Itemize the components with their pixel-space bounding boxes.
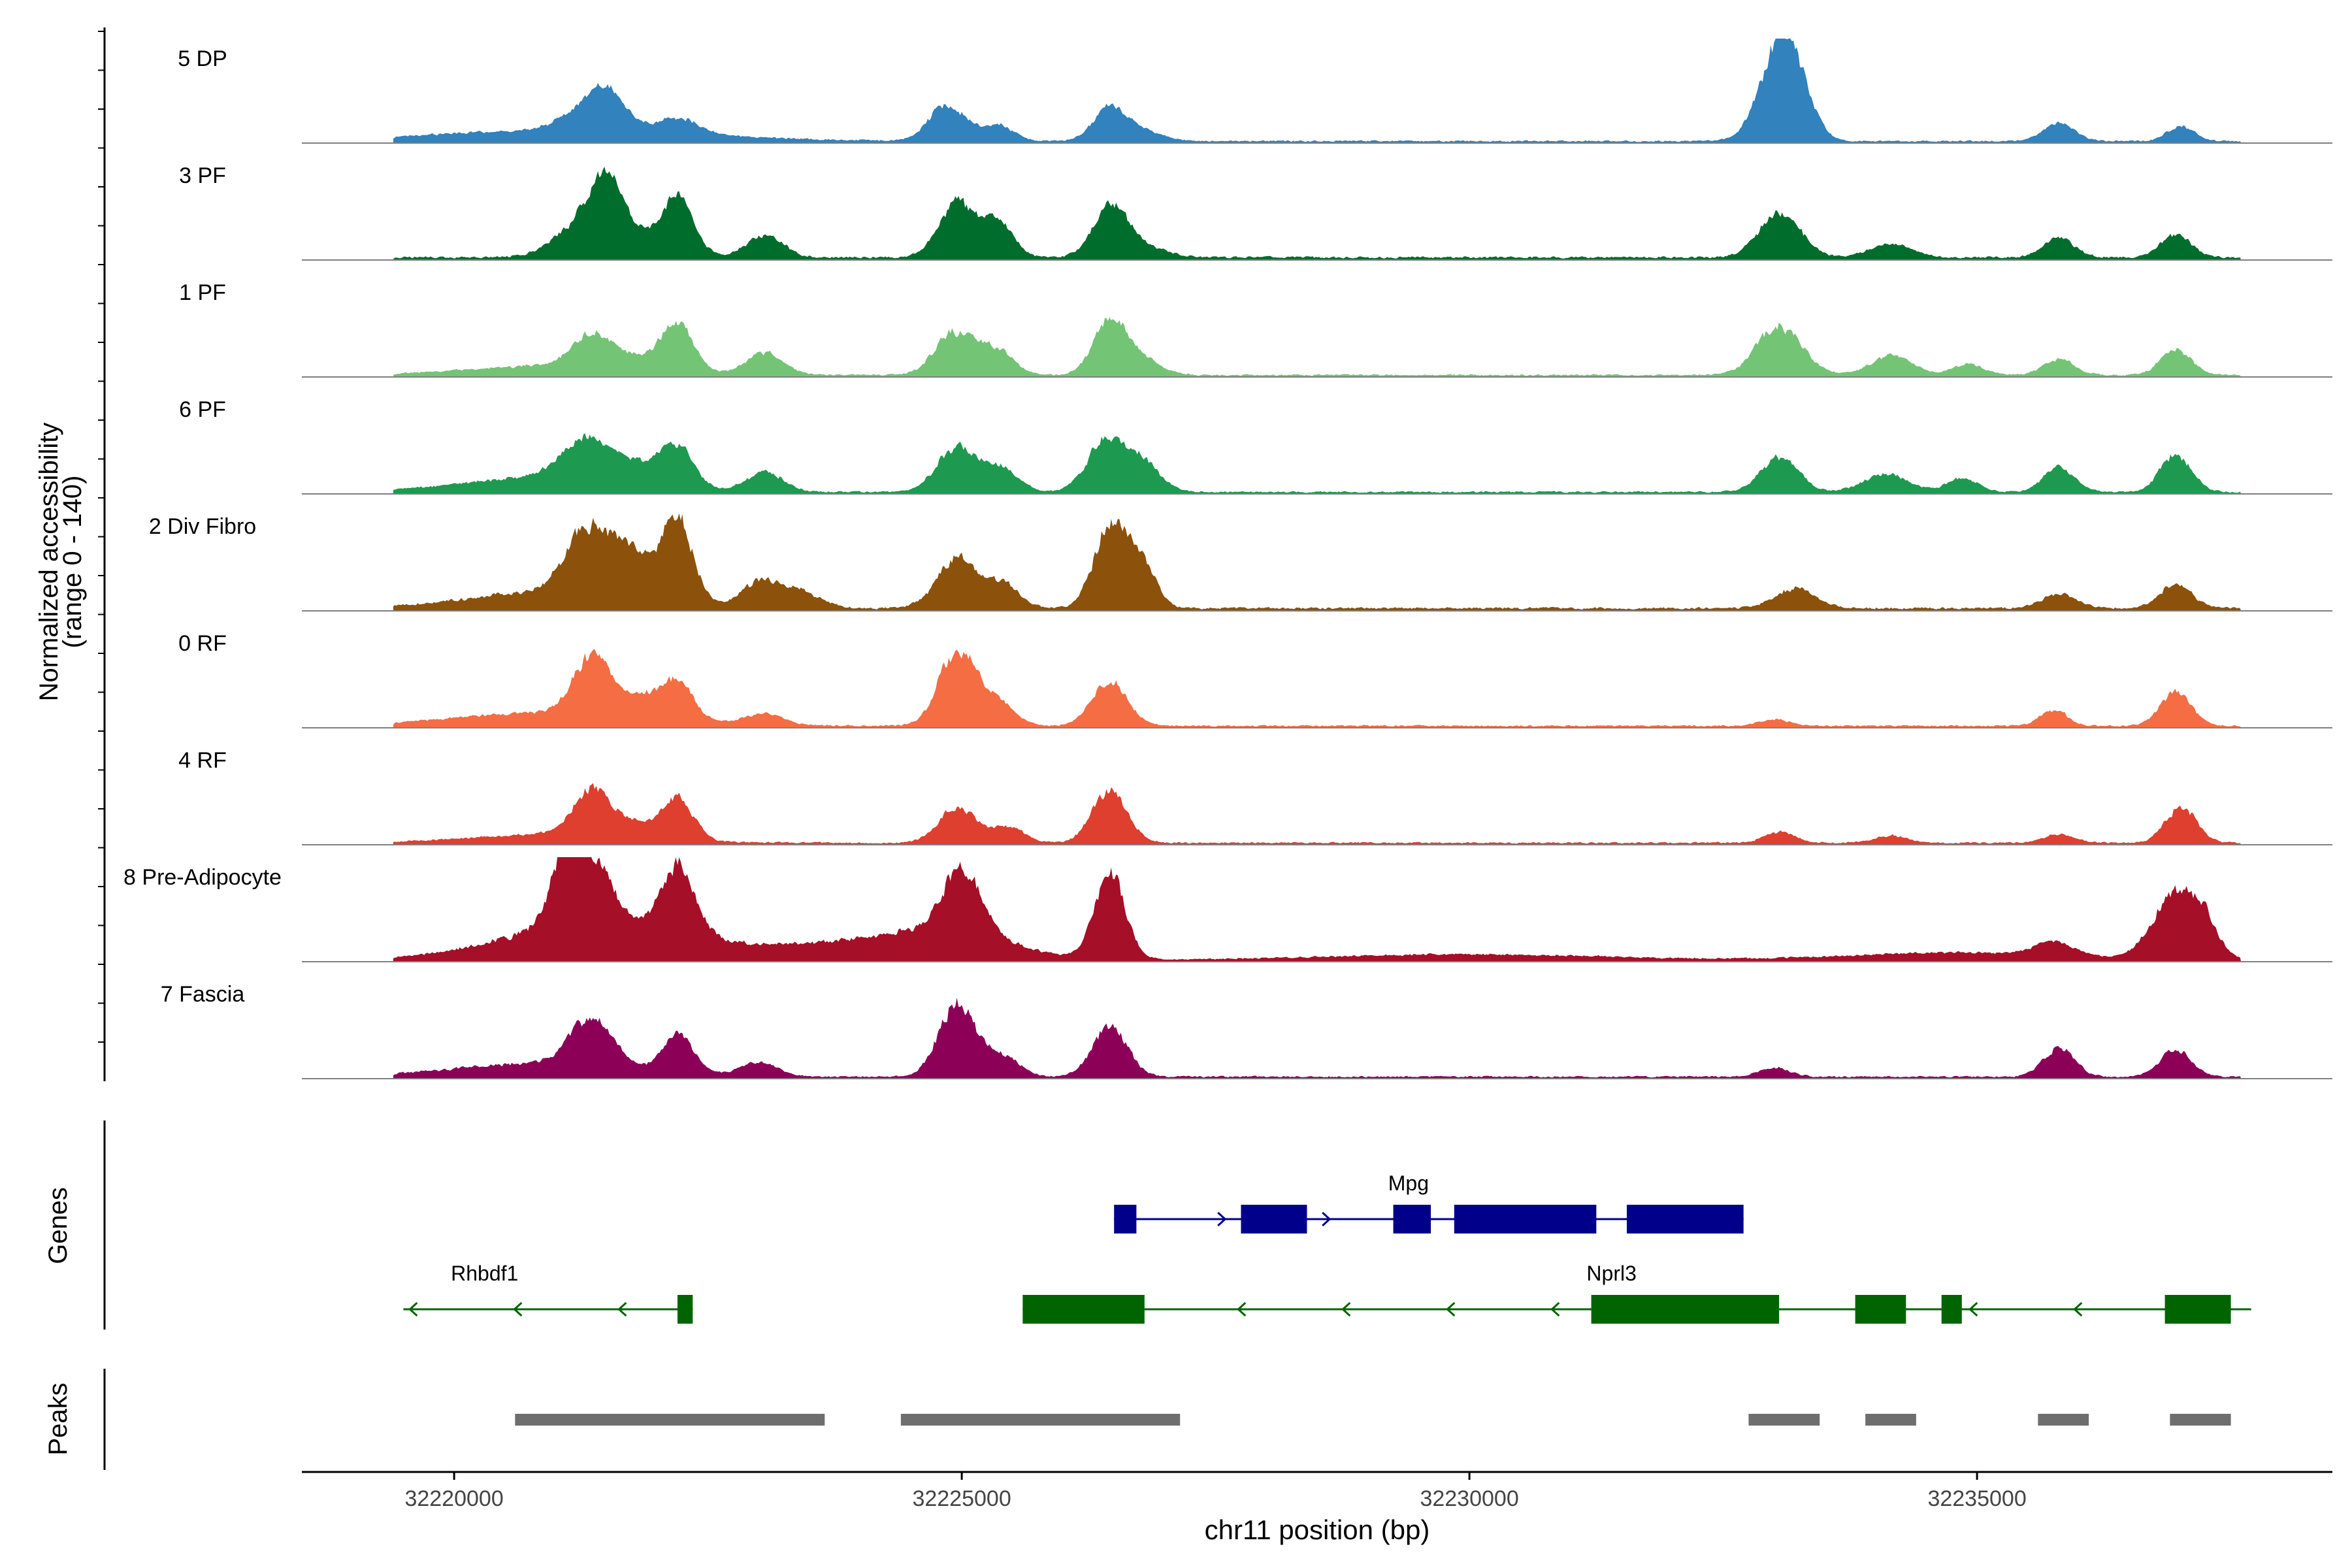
gene-exon: [677, 1295, 693, 1324]
genes-panel-label: Genes: [44, 1187, 73, 1264]
gene-exon: [1941, 1295, 1962, 1324]
peak-region: [515, 1414, 825, 1426]
track-label: 4 RF: [178, 748, 227, 773]
strand-arrow: [1550, 1301, 1560, 1317]
coverage-area: [393, 39, 2242, 143]
track-7: 4 RF: [178, 748, 2332, 845]
gene-exon: [1022, 1295, 1145, 1324]
peak-region: [2170, 1414, 2231, 1426]
gene-exon: [1626, 1205, 1744, 1233]
gene-exon: [1591, 1295, 1780, 1324]
peak-region: [900, 1414, 1181, 1426]
strand-arrow: [1968, 1301, 1978, 1317]
track-2: 3 PF: [179, 163, 2332, 261]
peak-annotations: [515, 1414, 2231, 1426]
coverage-tracks: 5 DP 3 PF 1 PF 6 PF 2 Div Fibro 0 RF 4 RF 8 Pre…: [123, 39, 2332, 1079]
gene-nprl3: Nprl3: [1022, 1262, 2251, 1324]
strand-arrow: [408, 1301, 418, 1317]
track-4: 6 PF: [179, 397, 2332, 495]
peak-region: [1748, 1414, 1820, 1426]
y-axis-title-line2: (range 0 - 140): [58, 476, 87, 649]
strand-arrow: [1322, 1211, 1331, 1227]
gene-exon: [1855, 1295, 1906, 1324]
x-axis-ticks: 32220000 32225000 32230000 32235000: [404, 1472, 2027, 1511]
y-axis-title-line1: Normalized accessibility: [35, 423, 63, 702]
gene-exon: [1114, 1205, 1137, 1233]
x-tick-label: 32220000: [404, 1486, 503, 1511]
gene-label: Rhbdf1: [451, 1262, 518, 1285]
gene-annotations: Mpg Rhbdf1 Nprl3: [403, 1171, 2251, 1324]
gene-rhbdf1: Rhbdf1: [403, 1262, 693, 1324]
strand-arrow: [1237, 1301, 1247, 1317]
gene-label: Mpg: [1388, 1171, 1429, 1195]
strand-arrow: [1446, 1301, 1456, 1317]
x-tick-label: 32225000: [912, 1486, 1011, 1511]
track-1: 5 DP: [178, 39, 2332, 144]
strand-arrow: [2073, 1301, 2083, 1317]
track-9: 7 Fascia: [161, 982, 2332, 1079]
gene-mpg: Mpg: [1114, 1171, 1744, 1233]
coverage-area: [393, 857, 2242, 962]
coverage-area: [393, 433, 2242, 494]
track-label: 7 Fascia: [161, 982, 245, 1007]
peak-region: [2038, 1414, 2089, 1426]
track-label: 1 PF: [179, 280, 226, 305]
x-axis-title: chr11 position (bp): [1205, 1514, 1430, 1545]
strand-arrow: [1341, 1301, 1351, 1317]
coverage-area: [393, 513, 2242, 611]
x-tick-label: 32230000: [1420, 1486, 1518, 1511]
track-6: 0 RF: [178, 631, 2332, 728]
gene-exon: [1241, 1205, 1307, 1233]
track-5: 2 Div Fibro: [149, 513, 2332, 612]
strand-arrow: [1217, 1211, 1227, 1227]
track-label: 2 Div Fibro: [149, 514, 256, 539]
coverage-area: [393, 167, 2242, 260]
track-label: 8 Pre-Adipocyte: [123, 865, 282, 890]
coverage-area: [393, 783, 2242, 845]
strand-arrow: [513, 1301, 523, 1317]
track-label: 3 PF: [179, 163, 226, 188]
track-label: 6 PF: [179, 397, 226, 422]
coverage-area: [393, 649, 2242, 728]
gene-label: Nprl3: [1586, 1262, 1636, 1285]
track-3: 1 PF: [179, 280, 2332, 378]
track-label: 5 DP: [178, 46, 227, 71]
strand-arrow: [617, 1301, 627, 1317]
track-8: 8 Pre-Adipocyte: [123, 857, 2332, 962]
peaks-panel-label: Peaks: [44, 1382, 73, 1455]
x-tick-label: 32235000: [1927, 1486, 2026, 1511]
y-axis-ticks: [98, 27, 106, 1081]
gene-exon: [1393, 1205, 1431, 1233]
gene-exon: [2164, 1295, 2231, 1324]
coverage-area: [393, 317, 2242, 377]
gene-exon: [1454, 1205, 1597, 1233]
peak-region: [1865, 1414, 1916, 1426]
track-label: 0 RF: [178, 631, 227, 656]
coverage-area: [393, 998, 2242, 1079]
